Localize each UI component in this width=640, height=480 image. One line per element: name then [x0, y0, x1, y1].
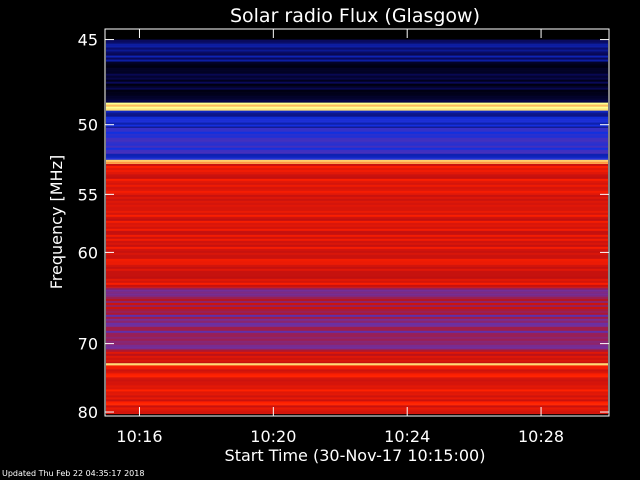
- frequency-band: [106, 127, 608, 161]
- frequency-band: [106, 349, 608, 364]
- y-axis-label: Frequency [MHz]: [47, 155, 66, 289]
- y-tick-label: 55: [78, 185, 98, 204]
- frequency-band: [106, 314, 608, 351]
- y-axis-ticks: 45 50 55 60 70 80: [78, 31, 609, 422]
- frequency-band: [106, 61, 608, 103]
- frequency-band: [106, 39, 608, 62]
- frequency-band: [106, 159, 608, 165]
- frequency-band: [106, 110, 608, 129]
- frequency-band: [106, 102, 608, 111]
- frequency-band: [106, 365, 608, 415]
- frequency-band: [106, 287, 608, 298]
- frequency-band: [106, 296, 608, 316]
- y-tick-label: 80: [78, 403, 98, 422]
- x-axis-ticks: 10:16 10:20 10:24 10:28: [116, 29, 564, 446]
- x-tick-label: 10:20: [250, 427, 296, 446]
- y-tick-label: 50: [78, 116, 98, 135]
- x-tick-label: 10:28: [518, 427, 564, 446]
- frequency-band: [106, 174, 608, 288]
- x-tick-label: 10:24: [384, 427, 430, 446]
- x-tick-label: 10:16: [116, 427, 162, 446]
- plot-frame: [104, 28, 610, 417]
- updated-timestamp: Updated Thu Feb 22 04:35:17 2018: [2, 469, 145, 478]
- y-tick-label: 70: [78, 335, 98, 354]
- x-axis-label: Start Time (30-Nov-17 10:15:00): [225, 446, 486, 465]
- y-tick-label: 45: [78, 31, 98, 50]
- y-tick-label: 60: [78, 243, 98, 262]
- spectrogram-heatmap: [106, 39, 608, 415]
- frequency-band: [106, 363, 608, 366]
- frequency-band: [106, 163, 608, 176]
- chart-title: Solar radio Flux (Glasgow): [230, 5, 480, 27]
